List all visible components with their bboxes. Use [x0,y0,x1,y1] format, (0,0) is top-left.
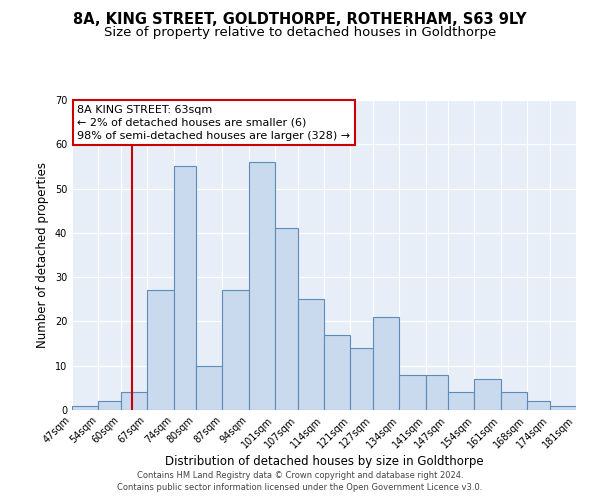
Bar [448,392,475,410]
Y-axis label: Number of detached properties: Number of detached properties [36,162,49,348]
Bar [249,162,275,410]
Bar [72,406,98,410]
X-axis label: Distribution of detached houses by size in Goldthorpe: Distribution of detached houses by size … [164,456,484,468]
Bar [373,317,399,410]
Bar [324,334,350,410]
Text: 8A KING STREET: 63sqm
← 2% of detached houses are smaller (6)
98% of semi-detach: 8A KING STREET: 63sqm ← 2% of detached h… [77,104,350,141]
Bar [275,228,298,410]
Bar [196,366,223,410]
Text: Size of property relative to detached houses in Goldthorpe: Size of property relative to detached ho… [104,26,496,39]
Bar [475,379,501,410]
Bar [98,401,121,410]
Bar [350,348,373,410]
Bar [550,406,576,410]
Bar [223,290,249,410]
Text: Contains public sector information licensed under the Open Government Licence v3: Contains public sector information licen… [118,483,482,492]
Bar [425,374,448,410]
Text: Contains HM Land Registry data © Crown copyright and database right 2024.: Contains HM Land Registry data © Crown c… [137,470,463,480]
Bar [121,392,147,410]
Bar [173,166,196,410]
Bar [298,300,324,410]
Bar [147,290,173,410]
Bar [399,374,425,410]
Text: 8A, KING STREET, GOLDTHORPE, ROTHERHAM, S63 9LY: 8A, KING STREET, GOLDTHORPE, ROTHERHAM, … [73,12,527,28]
Bar [501,392,527,410]
Bar [527,401,550,410]
